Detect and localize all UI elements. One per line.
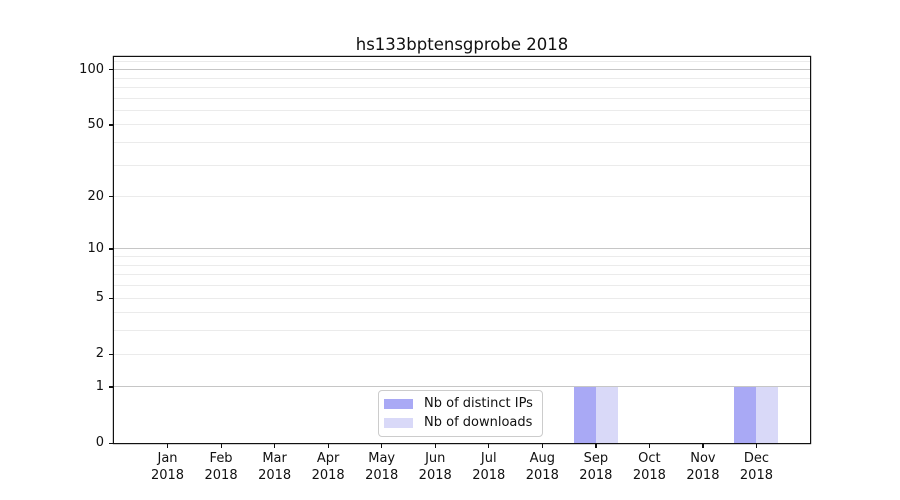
x-tick-label: Dec 2018 (739, 451, 773, 483)
x-tick (434, 444, 436, 448)
gridline-major (114, 69, 810, 71)
y-tick (109, 297, 113, 299)
y-tick-label: 50 (87, 116, 104, 132)
bar-nb-of-downloads-sep-2018 (595, 386, 618, 443)
x-tick (381, 444, 383, 448)
x-tick (274, 444, 276, 448)
y-tick (109, 196, 113, 198)
y-tick-label: 1 (95, 378, 104, 394)
gridline-minor (114, 297, 810, 299)
x-tick (541, 444, 543, 448)
gridline-major (114, 248, 810, 250)
y-tick-label: 5 (95, 290, 104, 306)
x-tick-label: Sep 2018 (579, 451, 613, 483)
legend: Nb of distinct IPs Nb of downloads (378, 390, 543, 437)
legend-item-downloads: Nb of downloads (384, 414, 534, 430)
x-tick (648, 444, 651, 448)
gridline-minor (114, 61, 810, 63)
y-tick-label: 20 (87, 188, 104, 204)
y-tick-label: 100 (79, 61, 104, 77)
legend-item-distinct-ips: Nb of distinct IPs (384, 397, 534, 411)
gridline-minor (114, 164, 810, 166)
gridline-minor (114, 312, 810, 314)
gridline-minor (114, 285, 810, 287)
legend-swatch-downloads (384, 417, 413, 428)
x-tick-label: Jul 2018 (472, 451, 506, 483)
x-tick (167, 444, 169, 448)
gridline-minor (114, 353, 810, 355)
plot-area (114, 57, 810, 443)
x-tick (595, 444, 597, 448)
x-tick-label: Mar 2018 (258, 451, 292, 483)
gridline-minor (114, 97, 810, 99)
bar-nb-of-distinct-ips-dec-2018 (734, 386, 757, 443)
y-tick (109, 69, 113, 71)
chart-title: hs133bptensgprobe 2018 (355, 35, 569, 54)
gridline-minor (114, 86, 810, 88)
y-tick (109, 353, 113, 355)
gridline-minor (114, 196, 810, 198)
x-tick (220, 444, 222, 448)
y-tick (109, 124, 113, 126)
gridline-minor (114, 142, 810, 144)
x-tick-label: Jun 2018 (418, 451, 452, 483)
y-tick (109, 386, 113, 388)
gridline-minor (114, 330, 810, 332)
x-tick (702, 444, 704, 448)
x-tick-label: Jan 2018 (150, 451, 185, 483)
y-tick-label: 2 (95, 346, 104, 362)
y-tick-label: 0 (95, 435, 104, 450)
gridline-minor (114, 124, 810, 126)
x-tick-label: Oct 2018 (632, 451, 666, 483)
x-tick (488, 444, 490, 448)
x-tick (755, 444, 758, 448)
bar-nb-of-downloads-dec-2018 (756, 386, 779, 443)
legend-label-downloads: Nb of downloads (424, 414, 533, 430)
legend-label-distinct-ips: Nb of distinct IPs (424, 396, 533, 412)
x-tick-label: Nov 2018 (686, 451, 720, 483)
gridline-minor (114, 256, 810, 258)
x-tick-label: Apr 2018 (311, 451, 345, 483)
x-tick-label: Feb 2018 (204, 451, 238, 483)
y-tick-label: 10 (87, 240, 104, 256)
gridline-minor (114, 274, 810, 276)
legend-swatch-distinct-ips (384, 399, 413, 410)
bar-nb-of-distinct-ips-sep-2018 (573, 386, 596, 443)
gridline-major (114, 386, 810, 388)
x-tick-label: Aug 2018 (525, 451, 559, 483)
y-tick (109, 248, 113, 250)
y-tick (109, 442, 113, 444)
x-tick-label: May 2018 (365, 451, 399, 483)
gridline-minor (114, 109, 810, 111)
x-tick (327, 444, 329, 448)
gridline-minor (114, 264, 810, 266)
gridline-minor (114, 77, 810, 79)
